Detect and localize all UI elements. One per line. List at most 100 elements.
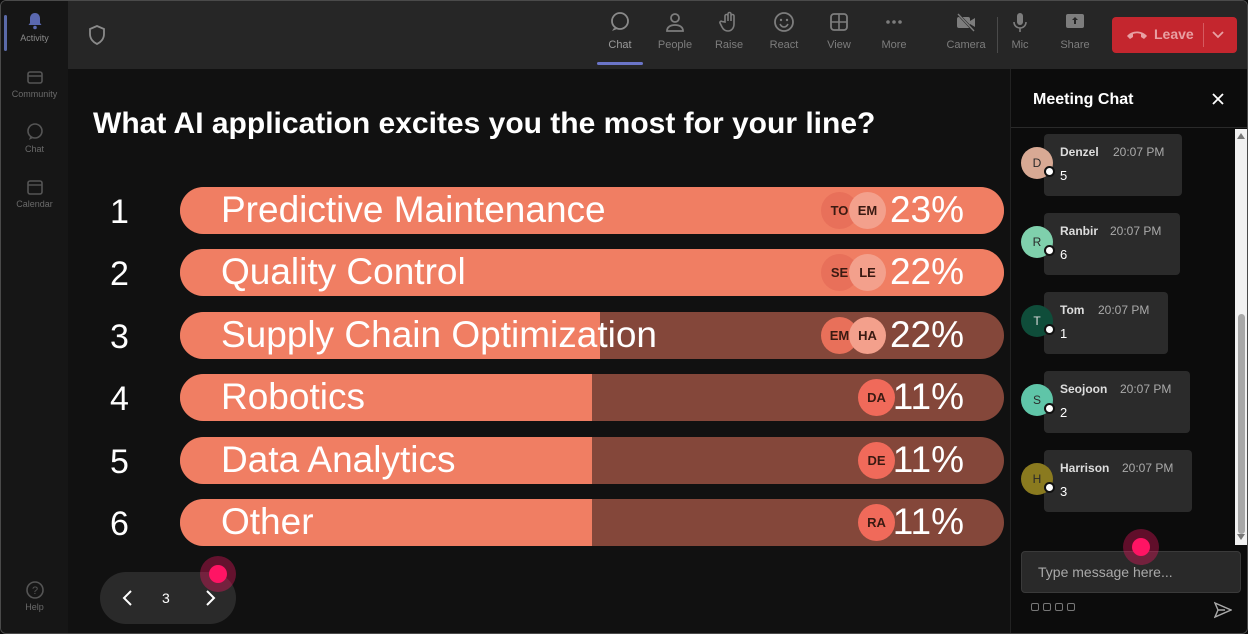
chat-scrollbar[interactable] (1235, 129, 1247, 545)
option-bar: Data Analytics DE 11% (180, 437, 1004, 484)
presence-dot (1044, 324, 1055, 335)
chat-messages: Denzel 20:07 PM 5 D Ranbir 20:07 PM 6 R Tom 20:07… (1011, 129, 1233, 545)
chat-icon (26, 123, 43, 140)
hand-icon (719, 11, 735, 32)
chat-bubble-icon (611, 12, 629, 31)
leave-label: Leave (1154, 26, 1194, 42)
toolbar-label: More (881, 39, 907, 51)
toolbar-label: Mic (1011, 39, 1029, 51)
page-number: 3 (162, 590, 170, 606)
sender-name: Seojoon (1060, 382, 1108, 396)
toolbar-label: Share (1060, 39, 1090, 51)
chat-title: Meeting Chat (1033, 91, 1134, 108)
message-text: 2 (1060, 405, 1068, 420)
poll-option-row: 2 Quality Control SE LE 22% (68, 249, 1010, 297)
sender-avatar[interactable]: H (1021, 463, 1053, 495)
option-bar-fill (180, 312, 601, 359)
toolbar-share-button[interactable]: Share (1048, 11, 1102, 51)
voter-avatar[interactable]: EM (849, 192, 886, 229)
voter-avatar[interactable]: HA (849, 317, 886, 354)
message-time: 20:07 PM (1122, 461, 1174, 475)
camera-off-icon (957, 13, 975, 32)
rail-item-community[interactable]: Community (1, 67, 68, 99)
option-rank: 5 (110, 443, 129, 481)
chat-divider (1011, 127, 1247, 128)
rail-item-activity[interactable]: Activity (1, 11, 68, 51)
voter-avatar[interactable]: RA (858, 504, 895, 541)
message-text: 3 (1060, 484, 1068, 499)
poll-option-row: 3 Supply Chain Optimization EM HA 22% (68, 312, 1010, 360)
scroll-up-arrow[interactable] (1237, 133, 1245, 139)
presence-dot (1044, 166, 1055, 177)
chat-message: Harrison 20:07 PM 3 H (1011, 448, 1233, 512)
chat-message: Tom 20:07 PM 1 T (1011, 290, 1233, 354)
scroll-thumb[interactable] (1238, 314, 1245, 534)
emoji-icon[interactable] (1055, 603, 1063, 611)
rail-item-chat[interactable]: Chat (1, 122, 68, 154)
option-bar: Supply Chain Optimization EM HA 22% (180, 312, 1004, 359)
phone-hangup-icon (1127, 31, 1147, 39)
voter-avatar[interactable]: SE (821, 254, 858, 291)
rail-label: Chat (24, 144, 44, 154)
close-icon[interactable] (1210, 91, 1226, 107)
voter-avatar[interactable]: LE (849, 254, 886, 291)
toolbar-react-button[interactable]: React (757, 11, 811, 51)
toolbar-more-button[interactable]: More (867, 11, 921, 51)
chevron-left-icon[interactable] (116, 586, 140, 610)
toolbar-view-button[interactable]: View (812, 11, 866, 51)
message-time: 20:07 PM (1113, 145, 1165, 159)
message-time: 20:07 PM (1110, 224, 1162, 238)
message-input[interactable] (1021, 551, 1241, 593)
message-time: 20:07 PM (1098, 303, 1150, 317)
shield-icon[interactable] (88, 25, 106, 45)
rail-item-calendar[interactable]: Calendar (1, 177, 68, 209)
toolbar-label: Chat (608, 39, 632, 51)
send-icon[interactable] (1214, 601, 1232, 619)
sender-name: Harrison (1060, 461, 1110, 475)
message-text: 5 (1060, 168, 1068, 183)
toolbar-raise-button[interactable]: Raise (702, 11, 756, 51)
sender-name: Ranbir (1060, 224, 1099, 238)
presence-dot (1044, 482, 1055, 493)
toolbar-divider (997, 17, 998, 53)
option-label: Data Analytics (221, 439, 456, 480)
toolbar-people-button[interactable]: People (648, 11, 702, 51)
toolbar-chat-button[interactable]: Chat (593, 11, 647, 65)
attach-icon[interactable] (1043, 603, 1051, 611)
message-bubble: Tom 20:07 PM 1 (1044, 292, 1168, 354)
option-bar-fill (180, 499, 592, 546)
option-label: Other (221, 501, 314, 542)
option-percent: 11% (892, 376, 964, 417)
toolbar-camera-button[interactable]: Camera (939, 11, 993, 51)
option-bar: Other RA 11% (180, 499, 1004, 546)
message-bubble: Ranbir 20:07 PM 6 (1044, 213, 1180, 275)
scroll-down-arrow[interactable] (1237, 534, 1245, 540)
poll-option-row: 1 Predictive Maintenance TO EM 23% (68, 187, 1010, 235)
message-bubble: Seojoon 20:07 PM 2 (1044, 371, 1190, 433)
format-icon[interactable] (1031, 603, 1039, 611)
pointer-indicator (1123, 529, 1159, 565)
toolbar-mic-button[interactable]: Mic (993, 11, 1047, 51)
poll-option-row: 6 Other RA 11% (68, 499, 1010, 547)
voter-avatar[interactable]: DA (858, 379, 895, 416)
chat-message: Denzel 20:07 PM 5 D (1011, 132, 1233, 196)
option-bar-fill (180, 437, 592, 484)
chevron-right-icon[interactable] (198, 586, 222, 610)
gif-icon[interactable] (1067, 603, 1075, 611)
people-icon (666, 13, 684, 32)
message-time: 20:07 PM (1120, 382, 1172, 396)
toolbar-label: People (657, 39, 693, 51)
chevron-down-icon[interactable] (1211, 30, 1225, 40)
voter-avatar[interactable]: DE (858, 442, 895, 479)
rail-label: Community (11, 89, 58, 99)
rail-item-help[interactable]: ? Help (1, 580, 68, 612)
rail-label: Help (25, 602, 44, 612)
poll-option-row: 5 Data Analytics DE 11% (68, 437, 1010, 485)
message-text: 1 (1060, 326, 1068, 341)
poll-results-panel: What AI application excites you the most… (68, 69, 1010, 633)
option-rank: 6 (110, 505, 129, 543)
leave-button[interactable]: Leave (1112, 17, 1237, 53)
option-bar: Quality Control SE LE 22% (180, 249, 1004, 296)
mic-icon (1013, 13, 1027, 32)
